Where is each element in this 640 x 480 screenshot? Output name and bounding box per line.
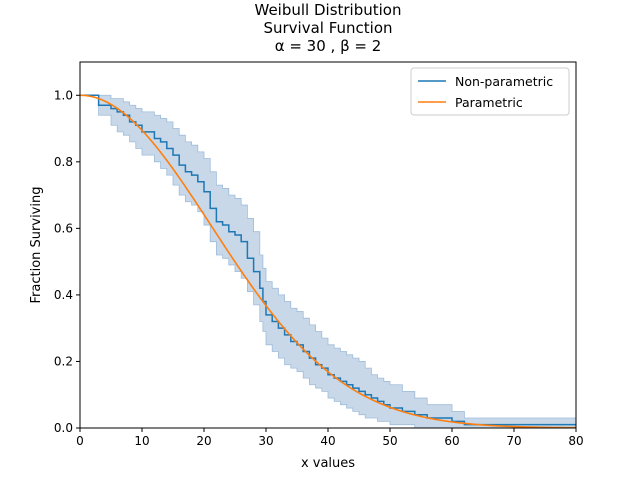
plot-area [80,94,576,428]
series-line-parametric [80,94,576,428]
legend: Non-parametric Parametric [410,67,570,116]
x-tick-label: 20 [196,434,211,448]
legend-label-parametric: Parametric [455,95,523,110]
chart-title: Weibull Distribution Survival Function α… [255,1,402,55]
chart-title-line-2: Survival Function [263,19,392,37]
y-tick-label: 0.6 [54,221,73,235]
y-axis-label: Fraction Surviving [29,187,44,304]
x-tick-label: 80 [568,434,583,448]
legend-label-nonparametric: Non-parametric [455,74,553,89]
x-tick-label: 70 [506,434,521,448]
y-tick-label: 0.2 [54,354,73,368]
x-tick-label: 40 [320,434,335,448]
x-tick-label: 50 [382,434,397,448]
chart-title-line-1: Weibull Distribution [255,1,402,19]
y-tick-label: 0.8 [54,155,73,169]
y-tick-label: 0.0 [54,421,73,435]
axes: 0 10 20 30 40 50 60 70 80 0.0 0.2 0.4 0.6 0.8 1.0 [54,61,584,448]
x-tick-label: 30 [258,434,273,448]
legend-box [410,67,570,116]
y-tick-label: 1.0 [54,88,73,102]
x-tick-label: 10 [134,434,149,448]
y-tick-label: 0.4 [54,288,73,302]
x-tick-label: 0 [76,434,84,448]
confidence-band [80,94,576,428]
x-axis-label: x values [301,456,355,471]
series-line-nonparametric [80,94,576,426]
x-tick-label: 60 [444,434,459,448]
chart-title-line-3: α = 30 , β = 2 [275,37,382,55]
